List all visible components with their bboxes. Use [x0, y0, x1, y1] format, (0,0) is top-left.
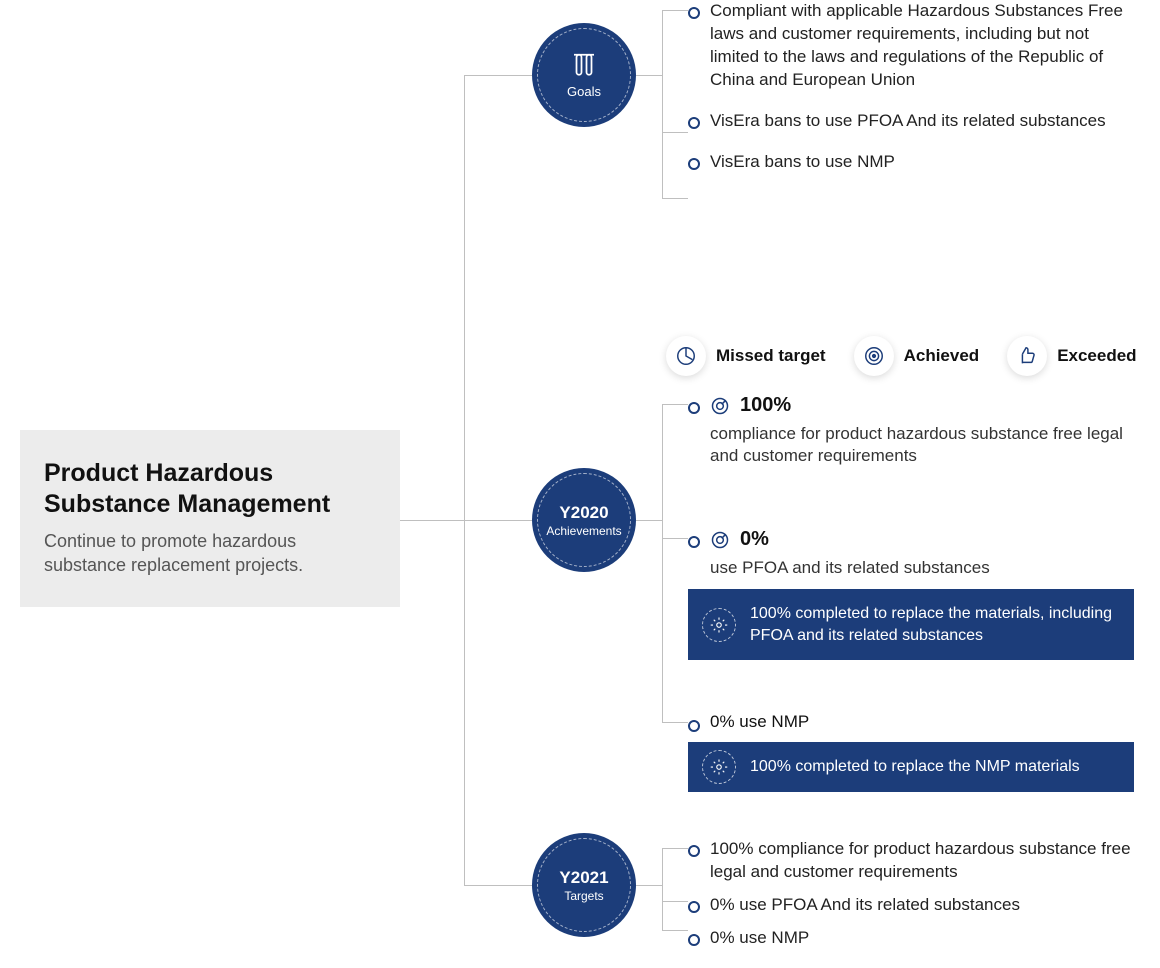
node-y2021: Y2021 Targets	[532, 833, 636, 937]
achievement-value: 100%	[740, 394, 791, 417]
connector-line	[662, 722, 688, 723]
target-icon	[710, 396, 730, 416]
legend-achieved: Achieved	[854, 336, 980, 376]
test-tubes-icon	[569, 51, 599, 81]
connector-line	[662, 901, 688, 902]
goals-item: VisEra bans to use PFOA And its related …	[688, 110, 1138, 133]
legend-exceeded: Exceeded	[1007, 336, 1136, 376]
node-y2021-main: Y2021	[559, 868, 608, 888]
connector-line	[662, 132, 688, 133]
gear-icon	[702, 750, 736, 784]
connector-line	[662, 848, 663, 930]
achievement-value: 0%	[740, 528, 769, 551]
node-y2020: Y2020 Achievements	[532, 468, 636, 572]
connector-line	[662, 10, 688, 11]
connector-line	[662, 10, 663, 198]
achievement-value: 0% use NMP	[710, 712, 809, 732]
legend-label: Achieved	[904, 346, 980, 366]
target-item: 0% use PFOA And its related substances	[688, 894, 1138, 917]
node-y2021-sub: Targets	[564, 889, 603, 903]
status-legend: Missed target Achieved Exceeded	[666, 336, 1137, 376]
connector-line	[464, 520, 532, 521]
goals-item: Compliant with applicable Hazardous Subs…	[688, 0, 1138, 92]
achievement-desc: compliance for product hazardous substan…	[688, 423, 1134, 467]
node-goals: Goals	[532, 23, 636, 127]
legend-missed: Missed target	[666, 336, 826, 376]
legend-label: Missed target	[716, 346, 826, 366]
node-goals-label: Goals	[567, 84, 601, 99]
pie-icon	[666, 336, 706, 376]
connector-line	[464, 75, 532, 76]
node-y2020-main: Y2020	[559, 503, 608, 523]
goals-item: VisEra bans to use NMP	[688, 151, 1138, 174]
connector-line	[662, 930, 688, 931]
achievement-banner: 100% completed to replace the materials,…	[688, 589, 1134, 660]
achievement-item: 100% compliance for product hazardous su…	[688, 394, 1134, 467]
target-icon	[854, 336, 894, 376]
gear-icon	[702, 608, 736, 642]
connector-line	[400, 520, 464, 521]
connector-line	[464, 885, 532, 886]
connector-line	[636, 885, 662, 886]
y2021-targets-list: 100% compliance for product hazardous su…	[688, 838, 1138, 968]
banner-text: 100% completed to replace the materials,…	[750, 605, 1112, 644]
connector-line	[636, 75, 662, 76]
target-item: 100% compliance for product hazardous su…	[688, 838, 1138, 884]
target-item: 0% use NMP	[688, 927, 1138, 950]
achievement-banner: 100% completed to replace the NMP materi…	[688, 742, 1134, 792]
connector-line	[662, 538, 688, 539]
achievement-item: 0% use PFOA and its related substances 1…	[688, 528, 1134, 660]
banner-text: 100% completed to replace the NMP materi…	[750, 758, 1080, 775]
connector-line	[636, 520, 662, 521]
thumbs-up-icon	[1007, 336, 1047, 376]
connector-line	[662, 404, 663, 722]
legend-label: Exceeded	[1057, 346, 1136, 366]
connector-line	[662, 404, 688, 405]
root-card: Product Hazardous Substance Management C…	[20, 430, 400, 607]
achievement-item: 0% use NMP 100% completed to replace the…	[688, 712, 1134, 792]
connector-line	[464, 75, 465, 885]
achievement-desc: use PFOA and its related substances	[688, 557, 1134, 579]
root-title: Product Hazardous Substance Management	[44, 458, 376, 521]
connector-line	[662, 848, 688, 849]
connector-line	[662, 198, 688, 199]
node-y2020-sub: Achievements	[546, 524, 621, 538]
target-icon	[710, 530, 730, 550]
goals-list: Compliant with applicable Hazardous Subs…	[688, 0, 1138, 192]
root-subtitle: Continue to promote hazardous substance …	[44, 529, 376, 578]
